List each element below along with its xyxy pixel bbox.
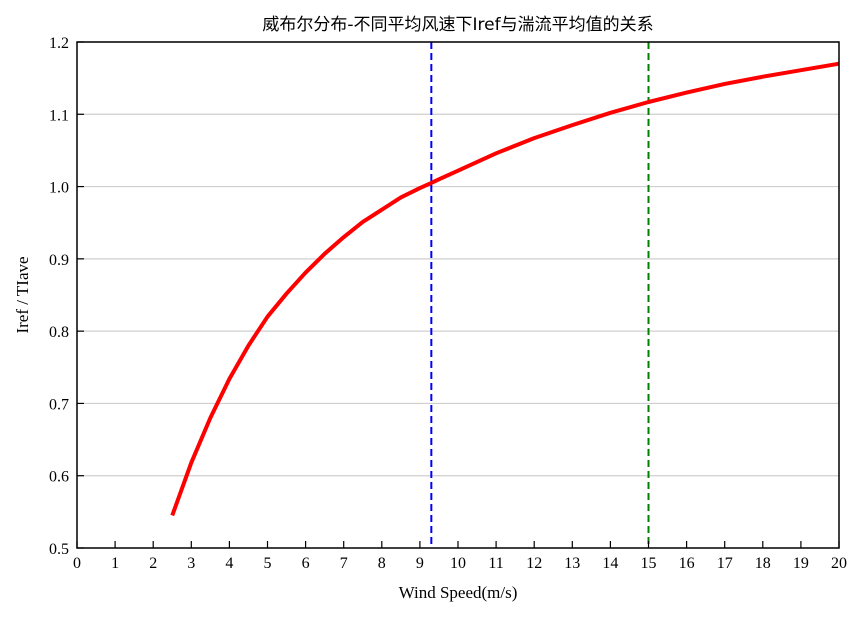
x-tick-label: 8: [378, 555, 386, 572]
x-tick-label: 9: [416, 555, 424, 572]
reference-lines: [430, 42, 650, 548]
y-tick-label: 0.9: [49, 252, 69, 269]
tick-layer: 0 1 2 3 4 5 6 7 8 9 10 11 12 13 14 15 16 17 18 19 200.50.60.…: [49, 35, 847, 572]
x-tick-label: 6: [302, 555, 310, 572]
x-tick-label: 1: [111, 555, 119, 572]
y-tick-label: 1.2: [49, 35, 69, 52]
x-tick-label: 18: [755, 555, 771, 572]
y-tick-label: 1.1: [49, 107, 69, 124]
x-tick-label: 16: [679, 555, 695, 572]
x-tick-label: 0: [73, 555, 81, 572]
series-layer: [170, 61, 840, 517]
y-tick-label: 0.7: [49, 396, 69, 413]
y-tick-label: 0.8: [49, 324, 69, 341]
y-axis-label: Iref / TIave: [13, 256, 32, 333]
axes-layer: [76, 41, 840, 549]
x-tick-label: 20: [831, 555, 847, 572]
x-tick-label: 3: [187, 555, 195, 572]
x-tick-label: 7: [340, 555, 348, 572]
x-tick-label: 12: [526, 555, 542, 572]
x-tick-label: 17: [717, 555, 733, 572]
x-tick-label: 2: [149, 555, 157, 572]
grid-layer: [77, 41, 839, 477]
x-tick-label: 19: [793, 555, 809, 572]
x-tick-label: 4: [225, 555, 233, 572]
x-tick-label: 15: [641, 555, 657, 572]
x-tick-label: 14: [602, 555, 618, 572]
x-tick-label: 11: [488, 555, 503, 572]
x-tick-label: 10: [450, 555, 466, 572]
y-tick-label: 1.0: [49, 180, 69, 197]
y-tick-label: 0.5: [49, 541, 69, 558]
chart-title: 威布尔分布-不同平均风速下Iref与湍流平均值的关系: [262, 15, 653, 35]
plot-frame: [76, 41, 840, 549]
x-tick-label: 5: [264, 555, 272, 572]
x-axis-label: Wind Speed(m/s): [399, 583, 518, 602]
series-line-1: [170, 61, 840, 517]
y-tick-label: 0.6: [49, 469, 69, 486]
x-tick-label: 13: [564, 555, 580, 572]
